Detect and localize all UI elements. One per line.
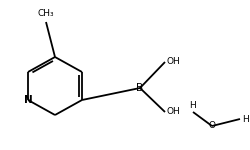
Text: OH: OH bbox=[166, 57, 180, 66]
Text: H: H bbox=[241, 114, 248, 123]
Text: CH₃: CH₃ bbox=[38, 9, 54, 18]
Text: N: N bbox=[24, 95, 32, 105]
Text: H: H bbox=[189, 101, 196, 110]
Text: B: B bbox=[136, 83, 143, 93]
Text: O: O bbox=[208, 122, 215, 130]
Text: OH: OH bbox=[166, 108, 180, 117]
